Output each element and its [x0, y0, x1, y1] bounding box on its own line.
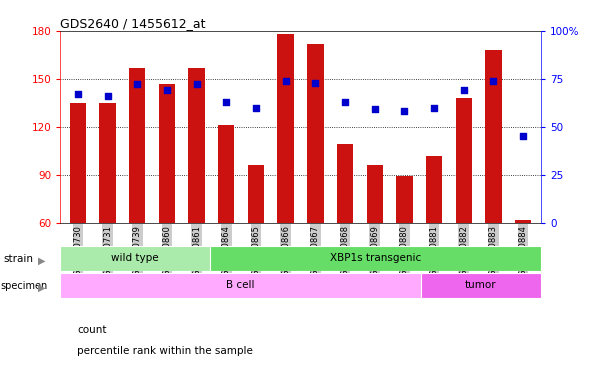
Text: specimen: specimen: [1, 281, 48, 291]
Bar: [189, 68, 205, 223]
Point: [370, 106, 379, 113]
Text: GSM160866: GSM160866: [281, 225, 290, 276]
Text: GSM160860: GSM160860: [162, 225, 171, 276]
Point: [340, 99, 350, 105]
Bar: [396, 176, 412, 223]
Text: GSM160731: GSM160731: [103, 225, 112, 276]
Point: [518, 133, 528, 139]
Text: GSM160883: GSM160883: [489, 225, 498, 276]
Bar: [60, 246, 210, 271]
Point: [281, 78, 290, 84]
Text: GSM160867: GSM160867: [311, 225, 320, 276]
Point: [103, 93, 112, 99]
Point: [400, 108, 409, 114]
Bar: [129, 68, 145, 223]
Text: XBP1s transgenic: XBP1s transgenic: [330, 253, 421, 263]
Text: GSM160880: GSM160880: [400, 225, 409, 276]
Point: [132, 81, 142, 88]
Point: [311, 79, 320, 86]
Text: GSM160861: GSM160861: [192, 225, 201, 276]
Text: GSM160881: GSM160881: [430, 225, 439, 276]
Text: ▶: ▶: [38, 256, 45, 266]
Bar: [307, 43, 323, 223]
Text: wild type: wild type: [111, 253, 159, 263]
Text: percentile rank within the sample: percentile rank within the sample: [77, 346, 253, 356]
Bar: [426, 156, 442, 223]
Bar: [337, 144, 353, 223]
Bar: [367, 165, 383, 223]
Text: count: count: [77, 325, 106, 335]
Point: [162, 87, 172, 93]
Bar: [421, 273, 541, 298]
Point: [222, 99, 231, 105]
Point: [192, 81, 201, 88]
Text: GSM160730: GSM160730: [73, 225, 82, 276]
Bar: [485, 50, 502, 223]
Bar: [248, 165, 264, 223]
Bar: [218, 125, 234, 223]
Text: strain: strain: [3, 254, 33, 264]
Text: GSM160865: GSM160865: [251, 225, 260, 276]
Bar: [456, 98, 472, 223]
Point: [459, 87, 469, 93]
Bar: [210, 246, 541, 271]
Bar: [60, 273, 421, 298]
Text: GDS2640 / 1455612_at: GDS2640 / 1455612_at: [60, 17, 206, 30]
Point: [73, 91, 83, 97]
Text: GSM160739: GSM160739: [133, 225, 142, 276]
Point: [251, 104, 261, 111]
Text: GSM160884: GSM160884: [519, 225, 528, 276]
Text: GSM160864: GSM160864: [222, 225, 231, 276]
Bar: [515, 220, 531, 223]
Point: [489, 78, 498, 84]
Text: ▶: ▶: [38, 283, 45, 293]
Text: GSM160868: GSM160868: [341, 225, 350, 276]
Text: GSM160882: GSM160882: [459, 225, 468, 276]
Bar: [278, 34, 294, 223]
Text: tumor: tumor: [465, 280, 496, 290]
Text: GSM160869: GSM160869: [370, 225, 379, 276]
Text: B cell: B cell: [226, 280, 255, 290]
Bar: [70, 103, 86, 223]
Bar: [159, 84, 175, 223]
Bar: [99, 103, 116, 223]
Point: [429, 104, 439, 111]
